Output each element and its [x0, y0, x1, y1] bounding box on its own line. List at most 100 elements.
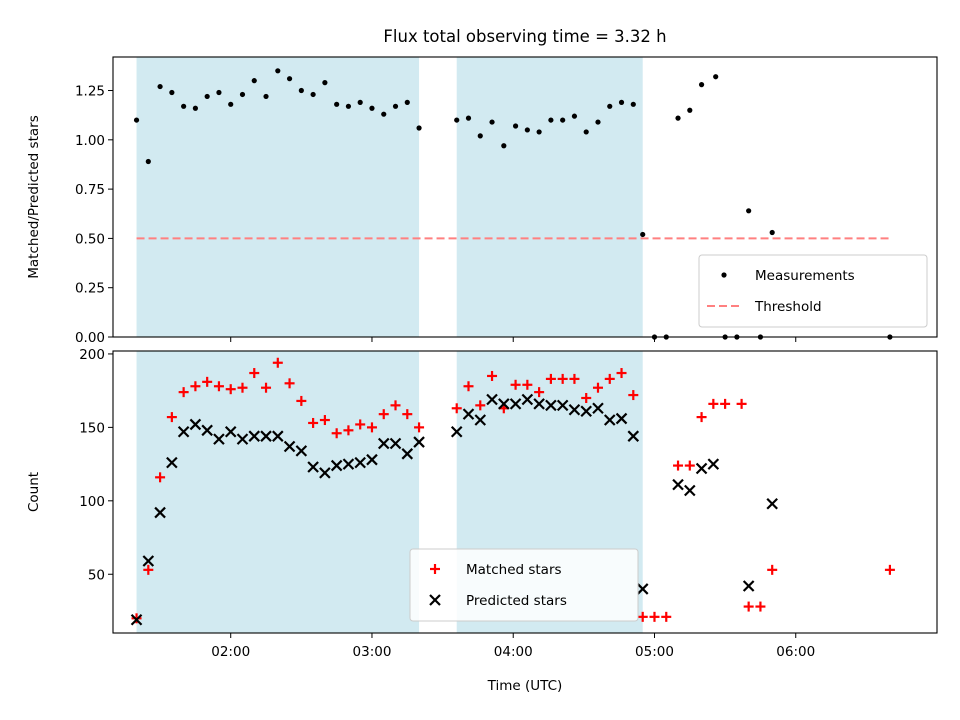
data-point	[308, 417, 319, 428]
data-point	[533, 398, 545, 410]
data-point	[310, 91, 316, 98]
data-point	[628, 390, 639, 401]
data-point	[743, 601, 754, 612]
data-point	[640, 231, 646, 238]
data-point-b	[556, 399, 569, 412]
data-point	[213, 381, 224, 392]
legend-label: Predicted stars	[466, 593, 567, 609]
data-point	[392, 103, 399, 109]
series-predicted-stars	[130, 393, 778, 626]
data-point	[401, 448, 414, 460]
data-point	[604, 373, 615, 384]
y-tick-label: 0.25	[75, 281, 105, 297]
data-point	[239, 91, 246, 98]
data-point-b	[742, 580, 755, 592]
data-point	[769, 229, 775, 236]
data-point	[687, 107, 693, 113]
data-point-b	[272, 430, 284, 442]
data-point	[190, 381, 201, 392]
data-point	[416, 125, 422, 131]
data-point	[322, 80, 328, 86]
data-point-b	[707, 458, 720, 470]
data-point-b	[154, 506, 166, 519]
data-point	[355, 419, 366, 430]
data-point	[166, 412, 177, 423]
data-point-b	[213, 433, 225, 445]
data-point	[475, 400, 486, 411]
data-point	[284, 378, 295, 389]
data-point-b	[319, 467, 331, 479]
data-point	[177, 426, 190, 438]
data-point-b	[568, 403, 581, 416]
legend-box	[698, 254, 928, 328]
data-point	[307, 461, 319, 473]
data-point-b	[260, 430, 272, 442]
series-matched-stars	[131, 357, 895, 624]
data-point	[583, 129, 589, 135]
data-point	[884, 564, 895, 575]
data-point-b	[307, 461, 319, 473]
data-point	[402, 409, 413, 420]
data-point-b	[248, 430, 261, 442]
data-point	[155, 472, 166, 483]
data-point	[249, 368, 260, 379]
y-axis-label: Count	[26, 472, 42, 512]
data-point-b	[354, 456, 366, 469]
data-point	[713, 74, 719, 80]
data-point-b	[684, 484, 696, 497]
data-point	[334, 101, 340, 107]
data-point	[512, 123, 519, 129]
data-point	[366, 453, 378, 466]
data-point	[143, 564, 154, 575]
x-axis-label: Time (UTC)	[487, 678, 563, 694]
legend-marker	[721, 272, 727, 278]
legend-marker	[429, 594, 441, 606]
data-point	[672, 478, 684, 491]
data-point	[684, 484, 696, 497]
data-point-b	[413, 436, 425, 448]
data-point	[649, 611, 660, 622]
data-point	[746, 208, 752, 214]
data-point-b	[545, 399, 557, 412]
data-point-b	[498, 398, 510, 410]
data-point	[378, 409, 389, 420]
data-point-b	[389, 437, 402, 450]
data-point	[463, 381, 474, 392]
data-point	[536, 129, 542, 135]
data-point	[571, 113, 578, 119]
data-point	[237, 382, 248, 393]
data-point-b	[615, 412, 628, 425]
data-point	[413, 436, 425, 448]
data-point	[698, 82, 705, 88]
ratio-panel: 0.00 0.25 0.50 0.75 1.00 1.25 Matched/Predicte…	[26, 56, 938, 346]
data-point-b	[283, 440, 296, 453]
data-point	[766, 497, 778, 510]
data-point	[178, 387, 189, 398]
legend-marker-b	[429, 594, 441, 606]
data-point	[607, 103, 613, 109]
legend-label: Measurements	[755, 268, 855, 284]
data-point-b	[130, 614, 143, 626]
plot-frame	[112, 56, 938, 338]
data-point	[509, 398, 522, 410]
data-point-b	[366, 453, 378, 466]
data-point-b	[486, 393, 498, 406]
data-point	[272, 357, 283, 368]
chart-title: Flux total observing time = 3.32 h	[383, 27, 666, 46]
data-point-b	[462, 408, 475, 420]
data-point-b	[603, 414, 616, 426]
y-tick-label: 100	[79, 494, 105, 510]
legend-marker	[430, 564, 440, 574]
data-point	[477, 133, 483, 139]
data-point	[569, 373, 580, 384]
data-point	[354, 456, 366, 469]
data-point	[451, 403, 462, 414]
observing-window-band	[456, 57, 643, 337]
data-point	[675, 115, 681, 121]
data-point-b	[672, 478, 684, 491]
data-point	[189, 418, 202, 431]
x-tick-label: 06:00	[776, 644, 815, 660]
data-point	[263, 93, 269, 100]
legend-label: Threshold	[754, 299, 822, 315]
